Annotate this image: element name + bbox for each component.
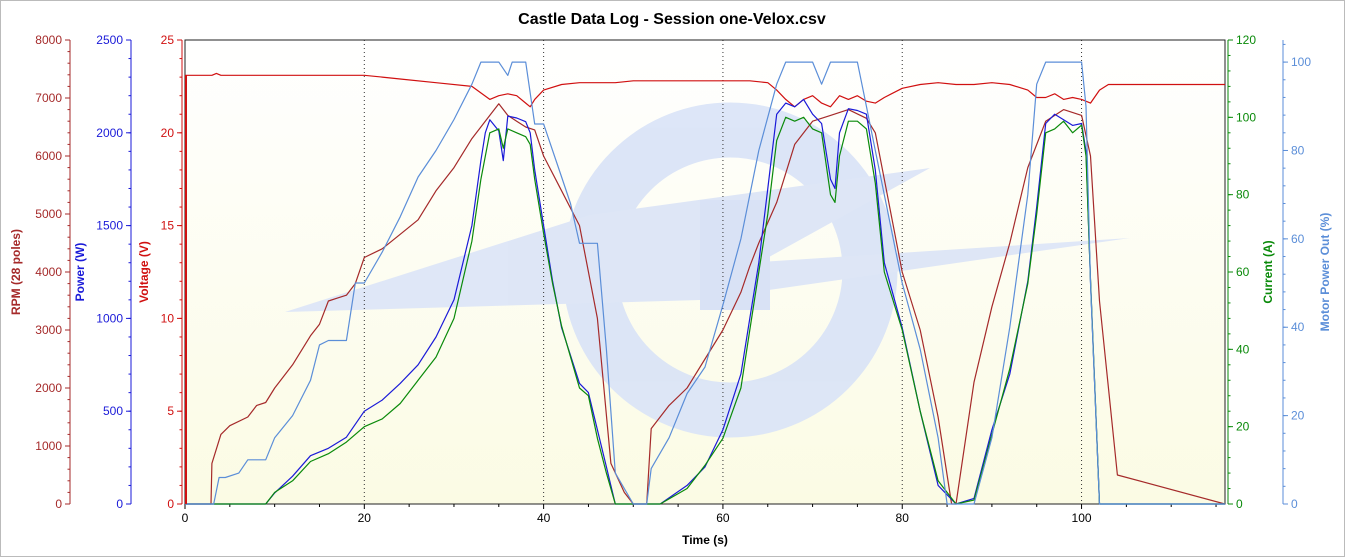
motor_out-tick-label: 80	[1291, 143, 1305, 157]
motor_out-tick-label: 60	[1291, 232, 1305, 246]
x-tick-label: 40	[537, 511, 551, 525]
rpm-tick-label: 1000	[35, 439, 62, 453]
x-tick-label: 20	[358, 511, 372, 525]
motor_out-tick-label: 0	[1291, 497, 1298, 511]
power-axis-label: Power (W)	[73, 243, 87, 302]
rpm-tick-label: 8000	[35, 33, 62, 47]
motor_out-series-line	[185, 61, 1225, 505]
voltage-tick-label: 15	[161, 219, 175, 233]
current-tick-label: 120	[1236, 33, 1256, 47]
power-tick-label: 500	[103, 404, 123, 418]
power-tick-label: 0	[116, 497, 123, 511]
castle-watermark-logo	[285, 102, 1130, 438]
rpm-tick-label: 4000	[35, 265, 62, 279]
motor_out-axis-label: Motor Power Out (%)	[1318, 213, 1332, 332]
voltage-axis-label: Voltage (V)	[137, 241, 151, 303]
x-tick-label: 80	[896, 511, 910, 525]
motor_out-tick-label: 20	[1291, 409, 1305, 423]
motor_out-tick-label: 100	[1291, 55, 1311, 69]
rpm-tick-label: 3000	[35, 323, 62, 337]
rpm-axis-label: RPM (28 poles)	[9, 229, 23, 315]
current-tick-label: 0	[1236, 497, 1243, 511]
voltage-tick-label: 25	[161, 33, 175, 47]
rpm-tick-label: 0	[55, 497, 62, 511]
current-tick-label: 100	[1236, 110, 1256, 124]
x-tick-label: 0	[182, 511, 189, 525]
voltage-tick-label: 5	[167, 404, 174, 418]
current-tick-label: 20	[1236, 420, 1250, 434]
power-tick-label: 2000	[96, 126, 123, 140]
motor_out-tick-label: 40	[1291, 320, 1305, 334]
watermark-tower	[700, 200, 770, 310]
power-tick-label: 1000	[96, 311, 123, 325]
rpm-tick-label: 7000	[35, 91, 62, 105]
x-tick-label: 60	[716, 511, 730, 525]
power-series-line	[185, 98, 1225, 505]
current-tick-label: 60	[1236, 265, 1250, 279]
current-tick-label: 40	[1236, 342, 1250, 356]
rpm-tick-label: 2000	[35, 381, 62, 395]
x-tick-label: 100	[1072, 511, 1092, 525]
rpm-tick-label: 5000	[35, 207, 62, 221]
voltage-tick-label: 10	[161, 311, 175, 325]
current-tick-label: 80	[1236, 188, 1250, 202]
x-axis-label: Time (s)	[682, 533, 728, 547]
voltage-tick-label: 20	[161, 126, 175, 140]
current-axis-label: Current (A)	[1261, 240, 1275, 303]
current-series-line	[185, 116, 1225, 505]
power-tick-label: 2500	[96, 33, 123, 47]
series-group	[185, 61, 1225, 505]
rpm-tick-label: 6000	[35, 149, 62, 163]
power-tick-label: 1500	[96, 219, 123, 233]
chart-title: Castle Data Log - Session one-Velox.csv	[518, 11, 826, 28]
voltage-tick-label: 0	[167, 497, 174, 511]
